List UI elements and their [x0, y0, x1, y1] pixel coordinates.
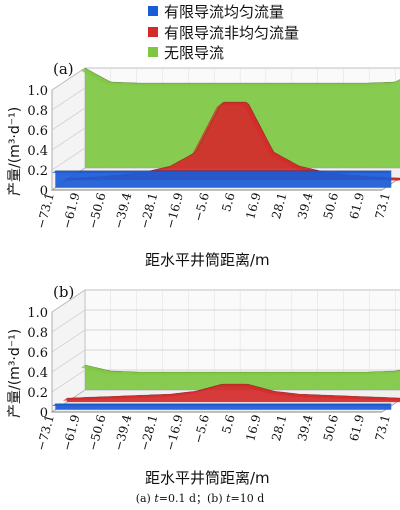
y-tick-label-a-3: 0.6	[27, 124, 48, 139]
x-tick-label-a-7: 5.6	[219, 191, 237, 213]
x-tick-label-a-12: 61.9	[347, 191, 367, 220]
x-tick-label-a-2: −50.6	[86, 191, 109, 230]
series-area-b-2	[85, 365, 400, 390]
x-tick-label-a-5: −16.9	[163, 191, 186, 230]
x-tick-label-a-11: 50.6	[321, 191, 341, 220]
x-tick-label-a-6: −5.6	[191, 191, 212, 223]
side-gridline-b-4	[51, 309, 86, 333]
x-axis-label-a: 距水平井筒距离/m	[145, 251, 270, 269]
x-tick-label-b-3: −39.4	[111, 413, 134, 452]
x-tick-label-a-9: 28.1	[269, 191, 289, 220]
caption-a: (a)	[135, 492, 155, 505]
side-gridline-b-5	[51, 289, 86, 313]
series-band-b-2	[81, 365, 400, 375]
series-band-a-0	[52, 170, 392, 173]
series-line-a-2	[84, 67, 400, 84]
x-tick-label-b-0: −73.1	[34, 413, 57, 452]
series-area-a-1	[66, 102, 400, 181]
x-tick-label-a-13: 73.1	[372, 191, 392, 220]
y-tick-label-a-1: 0.2	[27, 164, 48, 179]
legend-swatch-uniform	[148, 6, 158, 16]
side-gridline-b-2	[51, 349, 86, 373]
side-gridline-a-3	[51, 107, 86, 131]
y-tick-label-a-2: 0.4	[27, 144, 48, 159]
panel-label-b: (b)	[53, 283, 75, 301]
legend-label-infinite: 无限导流	[164, 43, 225, 62]
panel-label-a: (a)	[53, 60, 74, 78]
caption-t1-value: =0.1 d；	[158, 492, 207, 505]
series-line-b-2	[84, 364, 400, 373]
legend-item-infinite: 无限导流	[148, 41, 224, 63]
series-band-a-2	[81, 68, 400, 86]
side-gridline-a-2	[51, 127, 86, 151]
caption-b: (b)	[207, 492, 227, 505]
x-tick-label-b-2: −50.6	[86, 413, 109, 452]
y-tick-label-a-0: 0	[40, 184, 48, 199]
x-tick-label-a-4: −28.1	[137, 191, 160, 230]
series-band-b-1	[62, 384, 400, 401]
x-tick-label-b-4: −28.1	[137, 413, 160, 452]
caption-t1-var: t	[154, 492, 159, 505]
legend-item-uniform: 有限导流均匀流量	[148, 0, 284, 22]
series-area-b-1	[66, 384, 400, 403]
series-band-b-0	[52, 403, 392, 406]
side-gridline-a-4	[51, 87, 86, 111]
y-tick-label-a-4: 0.8	[27, 104, 48, 119]
y-tick-label-b-2: 0.4	[27, 366, 48, 381]
x-axis-label-b: 距水平井筒距离/m	[145, 469, 270, 487]
x-tick-label-b-7: 5.6	[219, 413, 237, 435]
x-tick-label-a-10: 39.4	[295, 191, 316, 221]
x-tick-label-b-8: 16.9	[243, 413, 263, 442]
legend-label-nonuniform: 有限导流非均匀流量	[164, 23, 300, 42]
x-tick-label-a-0: −73.1	[34, 191, 57, 230]
x-tick-label-b-10: 39.4	[295, 413, 316, 443]
caption-t2-value: =10 d	[230, 492, 265, 505]
y-tick-label-a-5: 1.0	[27, 84, 48, 99]
y-tick-label-b-0: 0	[40, 406, 48, 421]
x-tick-label-b-1: −61.9	[60, 413, 83, 452]
x-tick-label-a-3: −39.4	[111, 191, 134, 230]
x-tick-label-b-11: 50.6	[321, 413, 341, 442]
x-tick-label-a-1: −61.9	[60, 191, 83, 230]
x-tick-label-a-8: 16.9	[243, 191, 263, 220]
caption-t2-var: t	[226, 492, 231, 505]
y-tick-label-b-1: 0.2	[27, 386, 48, 401]
y-tick-label-b-5: 1.0	[27, 306, 48, 321]
legend-label-uniform: 有限导流均匀流量	[164, 2, 285, 21]
x-tick-label-b-12: 61.9	[347, 413, 367, 442]
legend-swatch-nonuniform	[148, 27, 158, 37]
side-gridline-b-3	[51, 329, 86, 353]
x-tick-label-b-5: −16.9	[163, 413, 186, 452]
side-gridline-a-5	[51, 67, 86, 91]
figure-caption: (a) t=0.1 d；(b) t=10 d	[0, 490, 400, 506]
legend-item-nonuniform: 有限导流非均匀流量	[148, 21, 299, 43]
y-tick-label-b-3: 0.6	[27, 346, 48, 361]
series-area-a-0	[55, 170, 392, 188]
side-gridline-b-1	[51, 369, 86, 393]
y-tick-label-b-4: 0.8	[27, 326, 48, 341]
x-tick-label-b-9: 28.1	[269, 413, 289, 442]
legend-swatch-infinite	[148, 47, 158, 57]
side-gridline-a-1	[51, 147, 86, 171]
x-tick-label-b-13: 73.1	[372, 413, 392, 442]
x-tick-label-b-6: −5.6	[191, 413, 212, 445]
series-line-b-1	[66, 383, 400, 399]
